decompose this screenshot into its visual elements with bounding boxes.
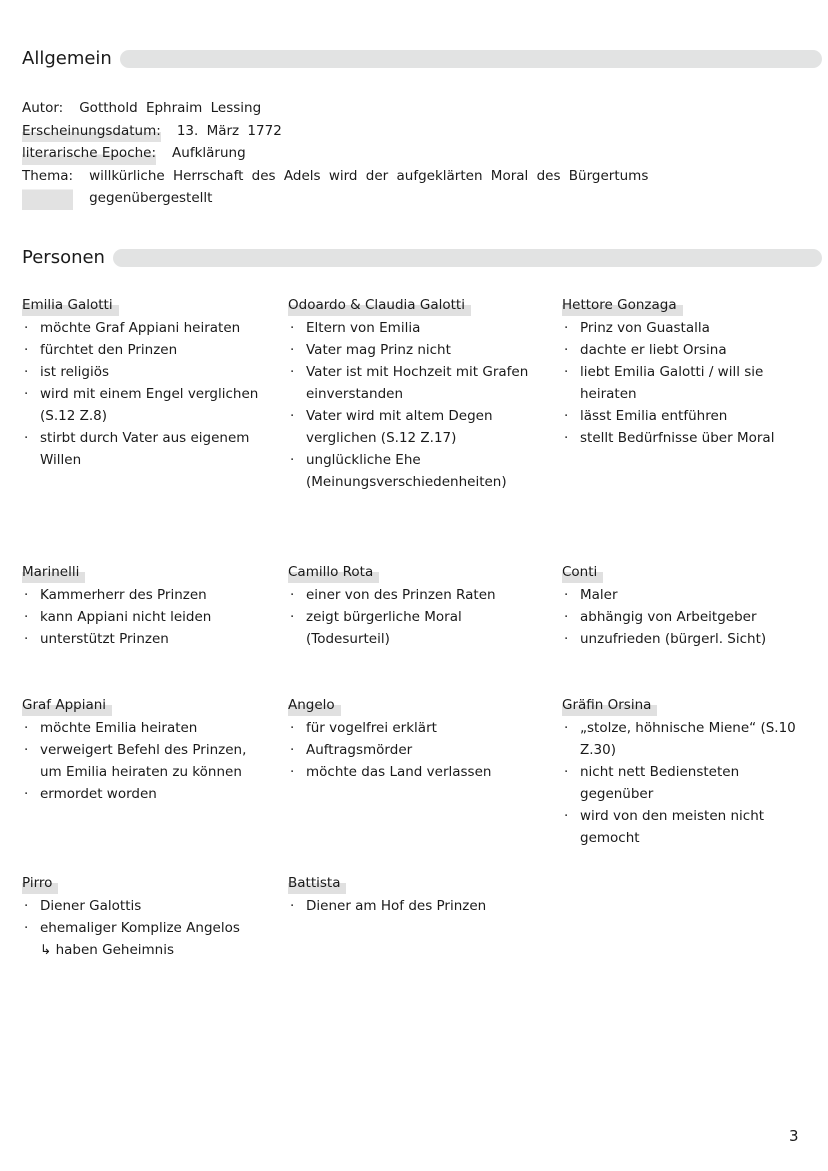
author-value: Gotthold Ephraim Lessing [79, 100, 262, 116]
bullet-item: Eltern von Emilia [288, 317, 538, 339]
bullet-item: zeigt bürgerliche Moral (Todesurteil) [288, 606, 538, 650]
person-card: Emilia Galottimöchte Graf Appiani heirat… [22, 294, 262, 471]
section-title: Allgemein [22, 48, 112, 69]
section-header-general: Allgemein [22, 48, 822, 69]
bullet-item: stellt Bedürfnisse über Moral [562, 427, 812, 449]
bullet-item: unglückliche Ehe (Meinungsverschiedenhei… [288, 449, 538, 493]
bullet-item: Kammerherr des Prinzen [22, 584, 262, 606]
bullet-item: wird mit einem Engel verglichen (S.12 Z.… [22, 383, 262, 427]
person-card: Gräfin Orsina„stolze, höhnische Miene“ (… [562, 694, 812, 849]
author-label: Autor: [22, 100, 64, 116]
bullet-item: unterstützt Prinzen [22, 628, 262, 650]
bullet-item: möchte Graf Appiani heiraten [22, 317, 262, 339]
person-name: Pirro [22, 872, 59, 894]
person-card: MarinelliKammerherr des Prinzenkann Appi… [22, 561, 262, 650]
person-name: Graf Appiani [22, 694, 113, 716]
bullet-item: Maler [562, 584, 812, 606]
page-number: 3 [789, 1127, 799, 1145]
section-header-persons: Personen [22, 247, 822, 268]
bullet-item: ist religiös [22, 361, 262, 383]
bullet-item: ehemaliger Komplize Angelos [22, 917, 262, 939]
bullet-item: möchte Emilia heiraten [22, 717, 262, 739]
person-name: Camillo Rota [288, 561, 380, 583]
bullet-item: Prinz von Guastalla [562, 317, 812, 339]
section-bar [119, 49, 822, 68]
bullet-item: unzufrieden (bürgerl. Sicht) [562, 628, 812, 650]
bullet-item: dachte er liebt Orsina [562, 339, 812, 361]
bullet-item: wird von den meisten nicht gemocht [562, 805, 812, 849]
person-name: Battista [288, 872, 347, 894]
person-card: Camillo Rotaeiner von des Prinzen Ratenz… [288, 561, 538, 650]
bullet-item: Diener Galottis [22, 895, 262, 917]
bullet-item: für vogelfrei erklärt [288, 717, 538, 739]
person-card: Hettore GonzagaPrinz von Guastalladachte… [562, 294, 812, 449]
theme-value: willkürliche Herrschaft des Adels wird d… [89, 167, 649, 207]
epoch-value: Aufklärung [172, 145, 246, 161]
person-name: Marinelli [22, 561, 86, 583]
person-name: Angelo [288, 694, 341, 716]
bullet-item: nicht nett Bediensteten gegenüber [562, 761, 812, 805]
bullet-item: Diener am Hof des Prinzen [288, 895, 538, 917]
theme-row: Thema: willkürliche Herrschaft des Adels… [22, 164, 729, 210]
person-name: Gräfin Orsina [562, 694, 658, 716]
bullet-item: Vater ist mit Hochzeit mit Grafen einver… [288, 361, 538, 405]
person-name: Hettore Gonzaga [562, 294, 683, 316]
person-name: Odoardo & Claudia Galotti [288, 294, 471, 316]
bullet-item: möchte das Land verlassen [288, 761, 538, 783]
section-title: Personen [22, 247, 105, 268]
bullet-item: „stolze, höhnische Miene“ (S.10 Z.30) [562, 717, 812, 761]
bullet-item: lässt Emilia entführen [562, 405, 812, 427]
author-row: Autor: Gotthold Ephraim Lessing [22, 97, 729, 120]
bullet-item: abhängig von Arbeitgeber [562, 606, 812, 628]
person-card: ContiMalerabhängig von Arbeitgeberunzufr… [562, 561, 812, 650]
theme-label: Thema: [22, 164, 74, 210]
sub-note: ↳ haben Geheimnis [40, 942, 175, 958]
bullet-item: stirbt durch Vater aus eigenem Willen [22, 427, 262, 471]
bullet-item: liebt Emilia Galotti / will sie heiraten [562, 361, 812, 405]
bullet-item: Vater mag Prinz nicht [288, 339, 538, 361]
bullet-item: fürchtet den Prinzen [22, 339, 262, 361]
person-name: Emilia Galotti [22, 294, 119, 316]
date-row: Erscheinungsdatum: 13. März 1772 [22, 119, 729, 142]
person-card: Odoardo & Claudia GalottiEltern von Emil… [288, 294, 538, 493]
person-card: PirroDiener Galottisehemaliger Komplize … [22, 872, 262, 961]
person-card: Angelofür vogelfrei erklärtAuftragsmörde… [288, 694, 538, 783]
person-card: BattistaDiener am Hof des Prinzen [288, 872, 538, 917]
general-info: Autor: Gotthold Ephraim Lessing Erschein… [22, 97, 729, 210]
section-bar [112, 248, 822, 267]
bullet-item: Vater wird mit altem Degen verglichen (S… [288, 405, 538, 449]
epoch-label: literarische Epoche: [22, 142, 157, 165]
date-value: 13. März 1772 [176, 122, 282, 139]
person-card: Graf Appianimöchte Emilia heiratenverwei… [22, 694, 262, 805]
bullet-item: verweigert Befehl des Prinzen, um Emilia… [22, 739, 262, 783]
person-name: Conti [562, 561, 604, 583]
epoch-row: literarische Epoche: Aufklärung [22, 142, 729, 165]
bullet-item: ermordet worden [22, 783, 262, 805]
bullet-item: einer von des Prinzen Raten [288, 584, 538, 606]
bullet-item: Auftragsmörder [288, 739, 538, 761]
bullet-item: kann Appiani nicht leiden [22, 606, 262, 628]
date-label: Erscheinungsdatum: [22, 119, 161, 142]
